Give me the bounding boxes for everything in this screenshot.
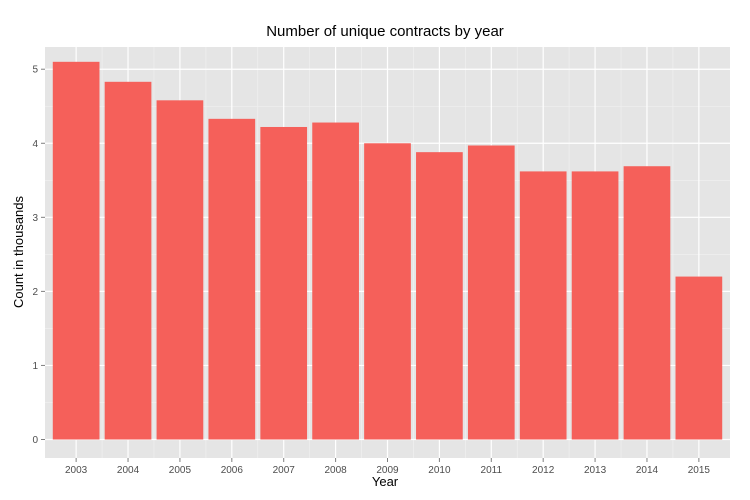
bar-2015 [675,276,723,440]
x-tick-label: 2012 [532,465,555,476]
bar-2004 [104,81,152,440]
x-axis-title: Year [372,474,399,489]
x-axis: 2003 2004 2005 2006 2007 2008 2009 2010 2011 2012… [65,458,710,476]
y-tick-label: 5 [32,65,38,76]
x-tick-label: 2006 [221,465,244,476]
x-tick-label: 2014 [636,465,659,476]
bar-2009 [364,143,411,440]
x-tick-label: 2009 [376,465,399,476]
bar-2013 [571,171,619,440]
bar-2011 [467,145,515,440]
bars [52,61,723,440]
y-tick-label: 1 [32,361,38,372]
bar-2006 [208,118,256,440]
x-tick-label: 2003 [65,465,88,476]
y-tick-label: 4 [32,139,38,150]
y-tick-label: 2 [32,287,38,298]
x-tick-label: 2013 [584,465,607,476]
bar-2014 [623,166,671,440]
bar-2003 [52,61,100,440]
bar-2012 [519,171,567,440]
x-tick-label: 2010 [428,465,451,476]
x-tick-label: 2005 [169,465,192,476]
x-tick-label: 2004 [117,465,140,476]
y-axis: 0 1 2 3 4 5 [32,65,45,446]
bar-2008 [312,122,359,440]
x-tick-label: 2008 [324,465,347,476]
x-tick-label: 2007 [273,465,296,476]
bar-2010 [416,152,463,440]
y-axis-title: Count in thousands [11,195,26,308]
bar-2007 [260,126,308,440]
x-tick-label: 2011 [481,465,503,476]
y-tick-label: 3 [32,213,38,224]
chart-title: Number of unique contracts by year [266,23,504,40]
y-tick-label: 0 [32,435,38,446]
bar-2005 [156,100,204,440]
x-tick-label: 2015 [688,465,711,476]
